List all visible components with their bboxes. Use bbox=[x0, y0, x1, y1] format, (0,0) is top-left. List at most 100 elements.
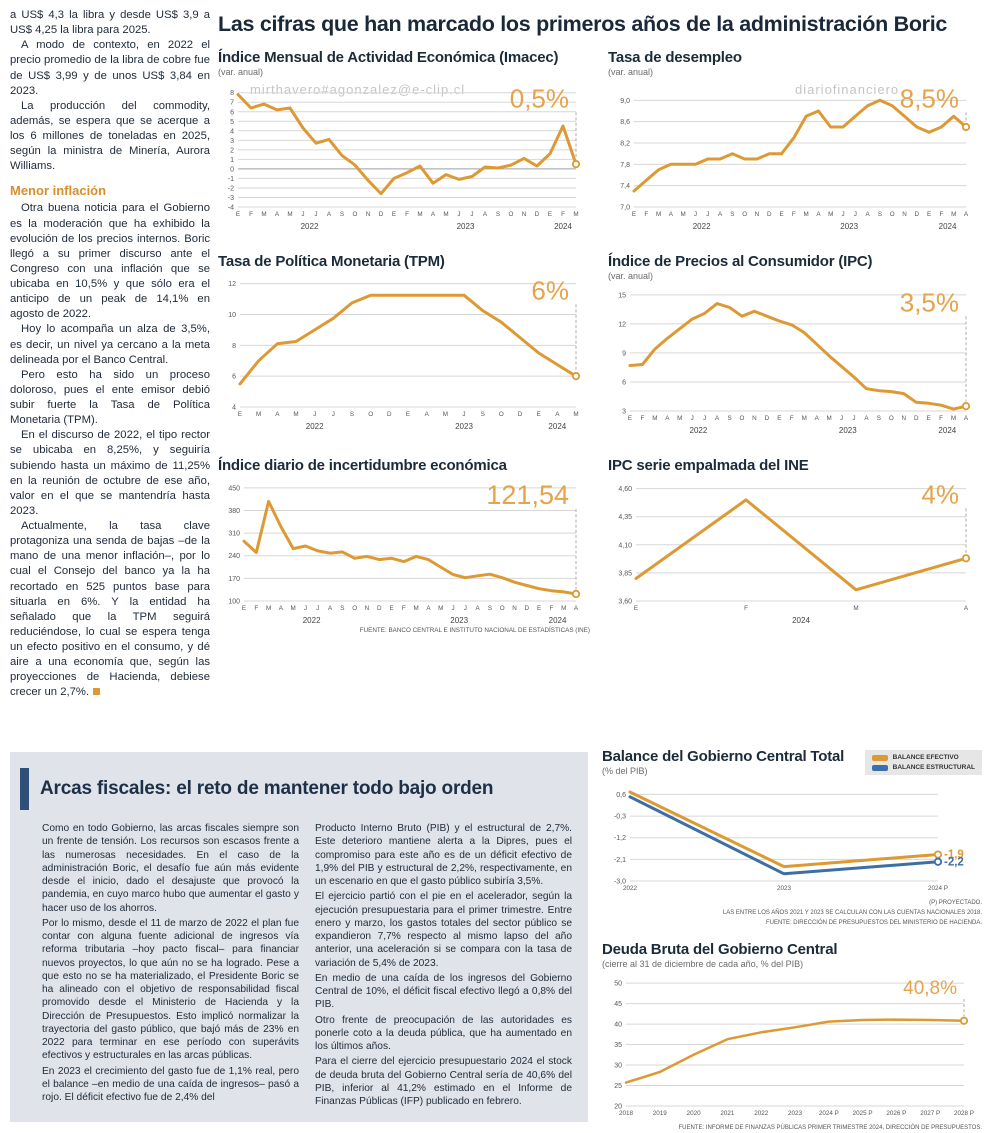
svg-text:M: M bbox=[417, 211, 422, 218]
svg-text:A: A bbox=[327, 211, 332, 218]
svg-text:2018: 2018 bbox=[619, 1110, 634, 1117]
svg-text:-3,0: -3,0 bbox=[614, 879, 626, 886]
chart-subtitle: (var. anual) bbox=[608, 67, 654, 77]
chart-subtitle: (cierre al 31 de diciembre de cada año, … bbox=[602, 958, 804, 969]
svg-text:O: O bbox=[740, 415, 745, 422]
svg-text:2024: 2024 bbox=[549, 616, 567, 625]
svg-text:D: D bbox=[525, 605, 530, 612]
footnote: FUENTE: DIRECCIÓN DE PRESUPUESTOS DEL MI… bbox=[765, 920, 982, 927]
legend-swatch-blue bbox=[871, 764, 888, 771]
article-paragraph: a US$ 4,3 la libra y desde US$ 3,9 a US$… bbox=[10, 9, 210, 37]
svg-text:E: E bbox=[634, 605, 638, 612]
source-note: FUENTE: BANCO CENTRAL E INSTITUTO NACION… bbox=[359, 627, 590, 634]
svg-text:F: F bbox=[644, 211, 648, 218]
svg-text:2022: 2022 bbox=[301, 222, 319, 231]
svg-text:2: 2 bbox=[230, 147, 234, 154]
svg-text:-4: -4 bbox=[228, 205, 234, 212]
svg-text:N: N bbox=[512, 605, 517, 612]
svg-text:M: M bbox=[287, 211, 292, 218]
svg-text:A: A bbox=[816, 211, 821, 218]
svg-text:M: M bbox=[951, 211, 956, 218]
svg-text:O: O bbox=[742, 211, 747, 218]
svg-text:6: 6 bbox=[230, 109, 234, 116]
svg-text:D: D bbox=[915, 211, 920, 218]
svg-text:J: J bbox=[854, 211, 857, 218]
svg-text:D: D bbox=[377, 605, 382, 612]
svg-text:2023: 2023 bbox=[840, 222, 858, 231]
desempleo-chart: 9,08,68,27,87,47,0E F M A M J J A S O N D E F M A M J J A S O… bbox=[620, 83, 971, 231]
svg-text:M: M bbox=[291, 605, 296, 612]
svg-text:35: 35 bbox=[614, 1042, 622, 1049]
svg-text:M: M bbox=[573, 411, 578, 418]
svg-text:1: 1 bbox=[230, 157, 234, 164]
fiscal-title: Arcas fiscales: el reto de mantener todo… bbox=[40, 778, 494, 799]
chart-title: Tasa de desempleo bbox=[608, 49, 742, 66]
svg-text:2024: 2024 bbox=[548, 422, 566, 431]
svg-text:N: N bbox=[522, 211, 527, 218]
svg-text:F: F bbox=[249, 211, 253, 218]
svg-text:-2: -2 bbox=[228, 185, 234, 192]
svg-text:A: A bbox=[718, 211, 723, 218]
svg-text:M: M bbox=[414, 605, 419, 612]
svg-text:7,4: 7,4 bbox=[620, 183, 630, 190]
svg-text:2022: 2022 bbox=[693, 222, 711, 231]
svg-text:O: O bbox=[353, 211, 358, 218]
svg-text:8,5%: 8,5% bbox=[900, 83, 959, 113]
deuda-footnote: FUENTE: INFORME DE FINANZAS PÚBLICAS PRI… bbox=[678, 1124, 983, 1131]
ipc-chart-block: Índice de Precios al Consumidor (IPC) (v… bbox=[608, 253, 980, 435]
svg-text:F: F bbox=[792, 211, 796, 218]
svg-text:E: E bbox=[389, 605, 393, 612]
svg-text:8,6: 8,6 bbox=[620, 119, 630, 126]
svg-text:S: S bbox=[350, 411, 354, 418]
svg-text:2025 P: 2025 P bbox=[853, 1110, 873, 1117]
svg-text:-2,2: -2,2 bbox=[944, 856, 964, 868]
svg-text:20: 20 bbox=[614, 1103, 622, 1110]
svg-text:F: F bbox=[939, 415, 943, 422]
svg-text:F: F bbox=[402, 605, 406, 612]
svg-text:-1,9: -1,9 bbox=[944, 849, 964, 861]
svg-text:F: F bbox=[744, 605, 748, 612]
accent-bar bbox=[20, 768, 29, 810]
svg-text:4: 4 bbox=[232, 405, 236, 412]
svg-text:F: F bbox=[254, 605, 258, 612]
svg-text:M: M bbox=[804, 211, 809, 218]
svg-text:3,60: 3,60 bbox=[618, 599, 632, 606]
svg-text:3,5%: 3,5% bbox=[900, 287, 959, 317]
svg-text:O: O bbox=[352, 605, 357, 612]
fiscal-paragraph: Otro frente de preocupación de las autor… bbox=[315, 1014, 572, 1053]
svg-text:A: A bbox=[669, 211, 674, 218]
fiscal-paragraph: El ejercicio partió con el pie en el ace… bbox=[315, 891, 572, 969]
fiscal-paragraph: En 2023 el crecimiento del gasto fue de … bbox=[42, 1065, 299, 1104]
svg-text:M: M bbox=[951, 415, 956, 422]
chart-title: Índice de Precios al Consumidor (IPC) bbox=[608, 253, 873, 270]
svg-text:E: E bbox=[236, 211, 240, 218]
svg-text:S: S bbox=[340, 211, 344, 218]
svg-text:A: A bbox=[275, 411, 280, 418]
svg-text:-3: -3 bbox=[228, 195, 234, 202]
fiscal-column-1: Como en todo Gobierno, las arcas fiscale… bbox=[42, 822, 299, 1110]
fiscal-column-2: Producto Interno Bruto (PIB) y el estruc… bbox=[315, 822, 572, 1110]
svg-text:F: F bbox=[641, 415, 645, 422]
svg-text:A: A bbox=[476, 605, 481, 612]
svg-text:F: F bbox=[790, 415, 794, 422]
svg-text:J: J bbox=[316, 605, 319, 612]
article-paragraph: La producción del commodity, además, se … bbox=[10, 99, 210, 173]
article-end-marker bbox=[93, 688, 101, 696]
fiscal-paragraph: En medio de una caída de los ingresos de… bbox=[315, 972, 572, 1011]
svg-text:6%: 6% bbox=[531, 275, 569, 305]
svg-text:6: 6 bbox=[622, 379, 626, 386]
article-paragraph-text: Actualmente, la tasa clave protagoniza u… bbox=[10, 520, 210, 699]
svg-text:S: S bbox=[488, 605, 492, 612]
svg-text:M: M bbox=[652, 415, 657, 422]
svg-text:2022: 2022 bbox=[754, 1110, 769, 1117]
svg-text:25: 25 bbox=[614, 1083, 622, 1090]
svg-text:D: D bbox=[767, 211, 772, 218]
svg-text:M: M bbox=[256, 411, 261, 418]
svg-text:M: M bbox=[266, 605, 271, 612]
svg-text:J: J bbox=[304, 605, 307, 612]
svg-text:M: M bbox=[561, 605, 566, 612]
